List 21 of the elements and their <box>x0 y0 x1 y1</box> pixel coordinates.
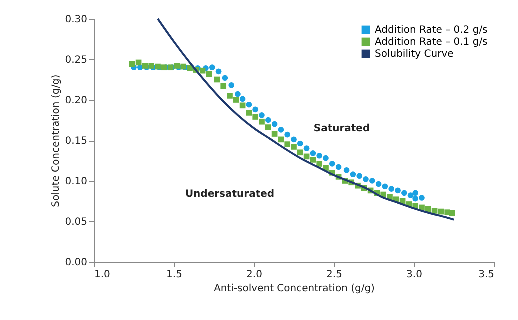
x-tick-label: 1.5 <box>166 270 182 280</box>
annotation: Undersaturated <box>185 188 275 200</box>
y-tick-label: 0.10 <box>65 176 88 188</box>
annotation: Saturated <box>314 123 370 134</box>
y-tick-label: 0.20 <box>65 96 88 106</box>
line-series <box>157 18 455 221</box>
x-axis-title: Anti-solvent Concentration (g/g) <box>214 284 376 294</box>
x-tick-label: 3.0 <box>406 270 422 280</box>
y-tick-label: 0.25 <box>65 55 88 66</box>
y-axis-title: Solute Concentration (g/g) <box>51 74 62 208</box>
legend-label: Addition Rate – 0.2 g/s <box>375 25 488 36</box>
x-tick-label: 1.0 <box>94 270 110 280</box>
y-tick-label: 0.00 <box>65 258 88 268</box>
legend-label: Solubility Curve <box>375 49 454 60</box>
y-tick-label: 0.15 <box>65 136 88 147</box>
x-tick-label: 2.5 <box>326 270 342 280</box>
y-tick-label: 0.05 <box>65 217 88 228</box>
x-tick-label: 2.0 <box>246 270 262 280</box>
x-tick-label: 3.5 <box>478 270 494 280</box>
legend-label: Addition Rate – 0.1 g/s <box>375 37 488 48</box>
y-tick-label: 0.30 <box>65 14 88 26</box>
